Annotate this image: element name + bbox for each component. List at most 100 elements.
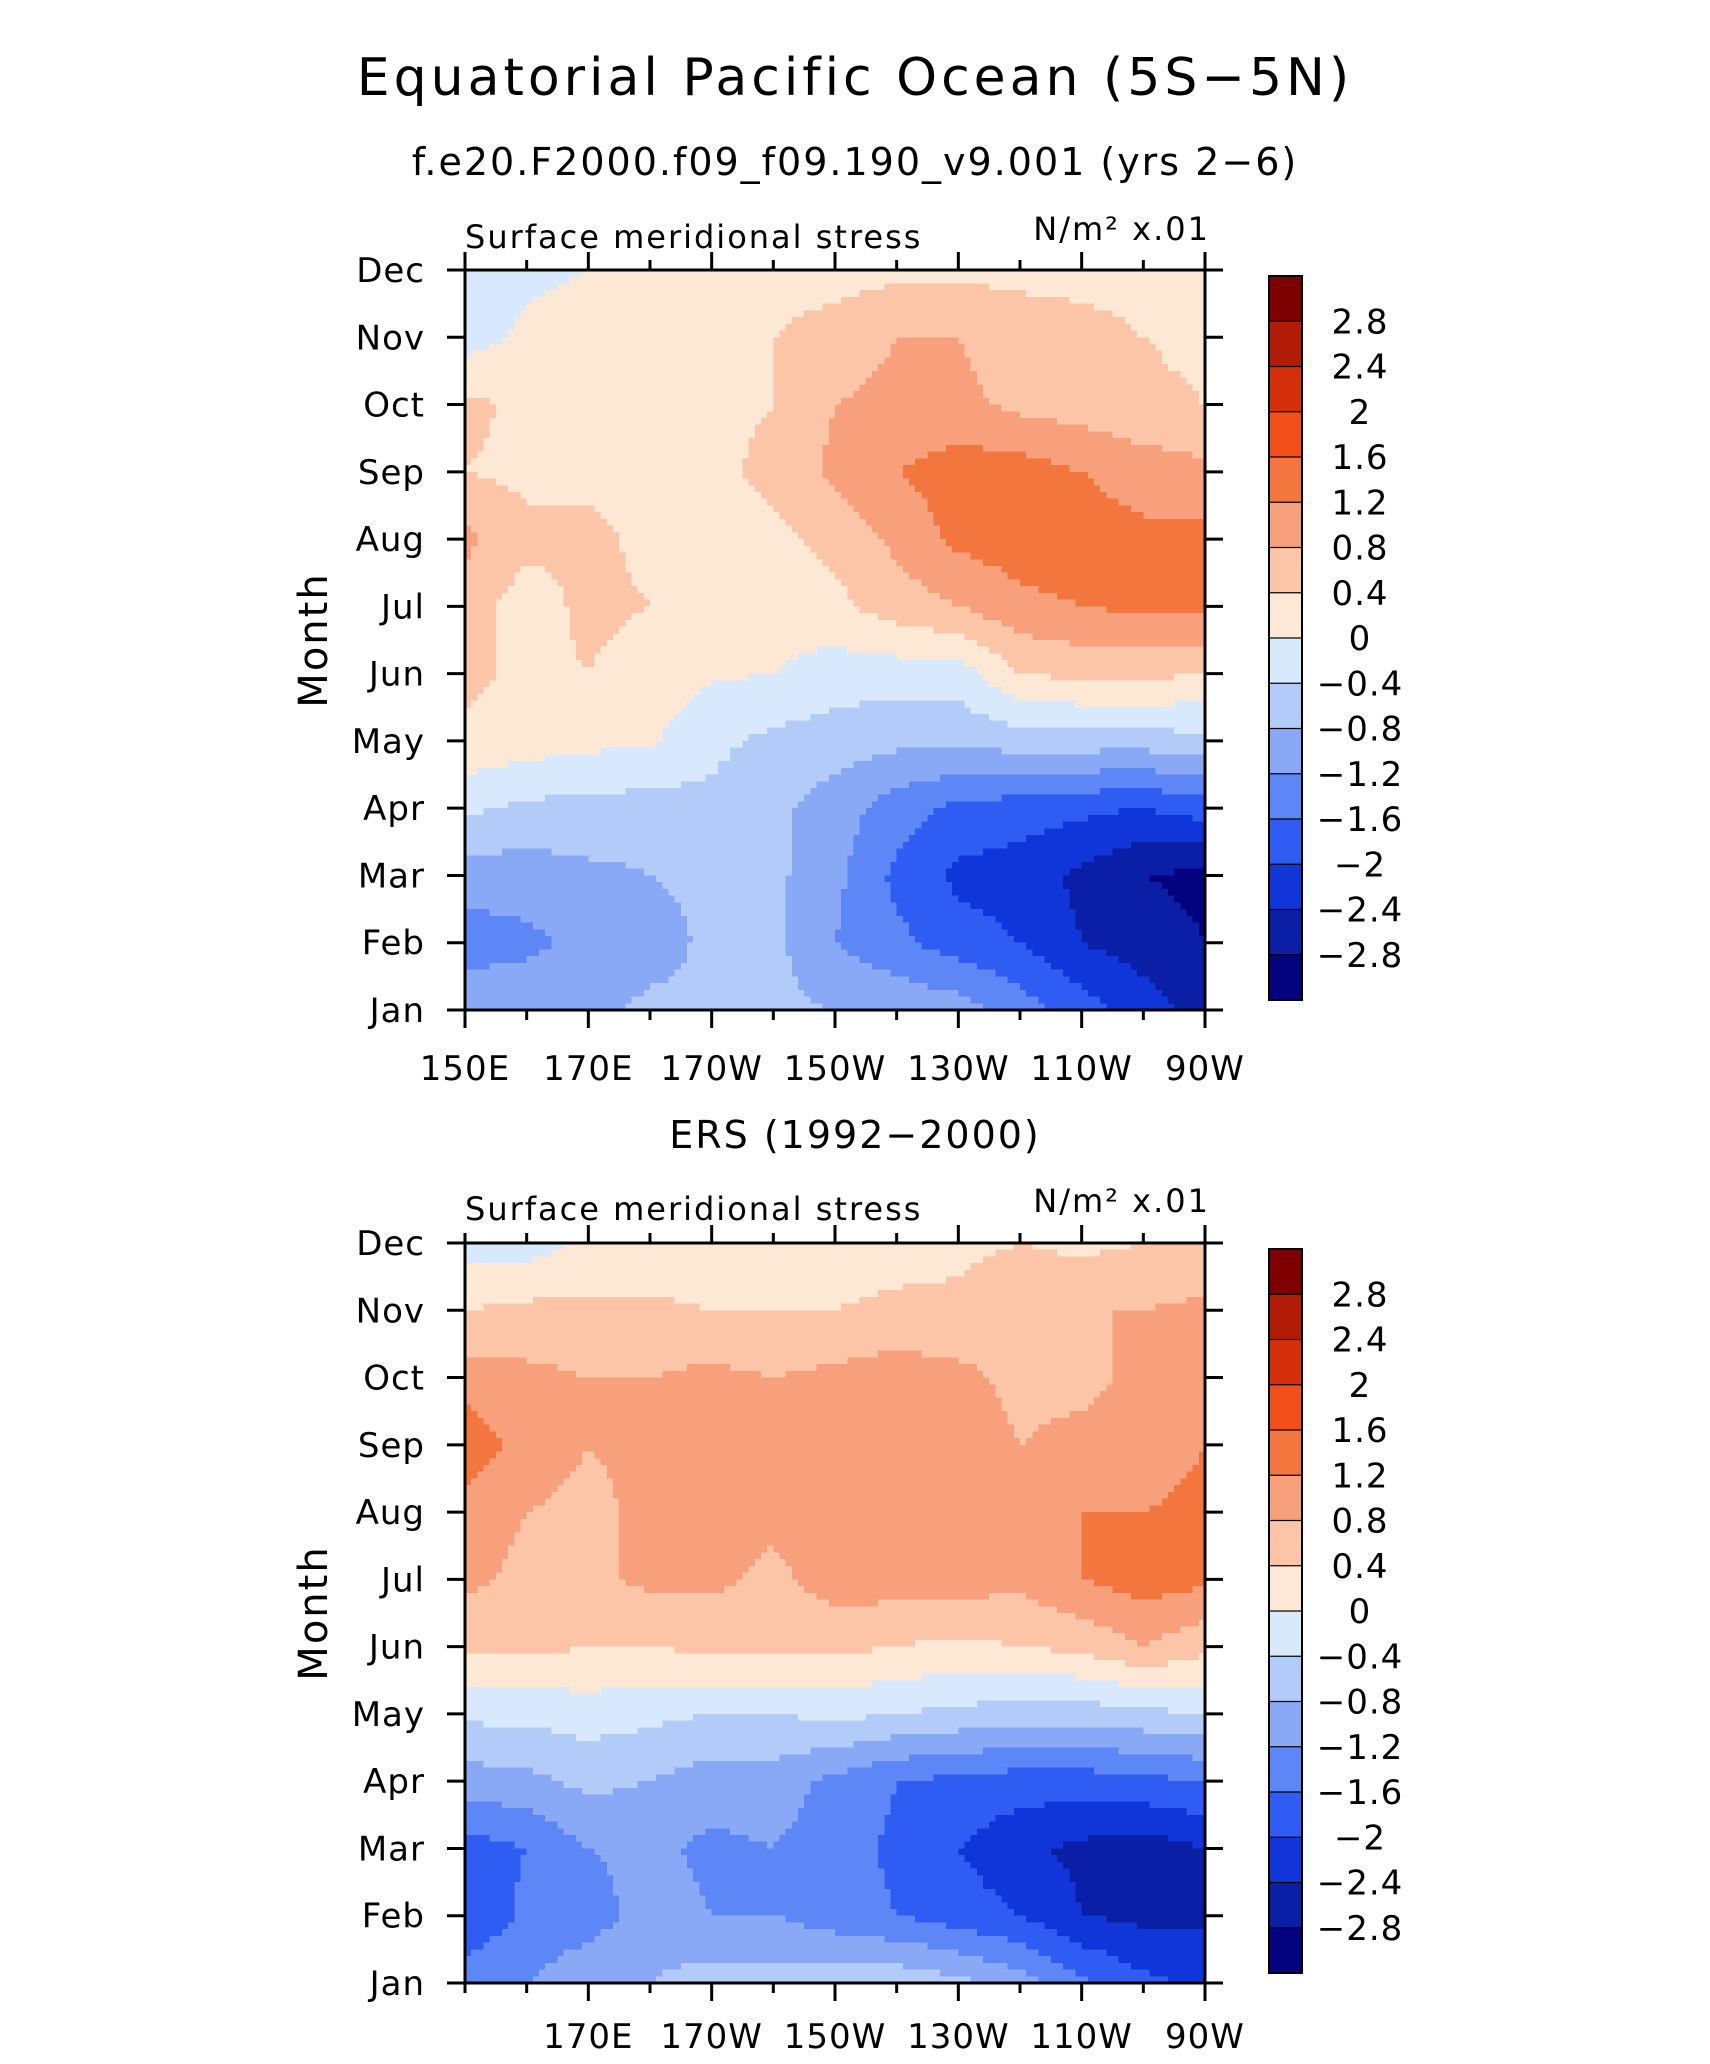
contour-cell [730,303,737,311]
contour-cell [865,296,873,305]
contour-cell [878,350,885,359]
contour-cell [939,317,947,325]
contour-cell [724,532,731,540]
contour-cell [625,418,633,426]
contour-cell [693,492,700,500]
contour-cell [1013,290,1021,298]
contour-cell [810,418,818,426]
contour-cell [964,384,972,392]
contour-cell [656,505,663,513]
contour-cell [1081,303,1089,311]
contour-cell [471,451,478,459]
contour-cell [828,303,836,311]
contour-cell [637,323,645,332]
contour-cell [964,438,972,446]
contour-cell [939,350,947,359]
contour-cell [650,518,657,527]
contour-cell [674,525,682,533]
contour-cell [791,344,799,352]
contour-cell [859,337,867,345]
contour-cell [1044,323,1052,332]
contour-cell [748,525,756,533]
contour-cell [1007,377,1015,385]
contour-cell [495,384,503,392]
contour-cell [970,344,978,352]
contour-cell [637,270,645,278]
contour-cell [1094,350,1101,359]
contour-cell [495,492,503,500]
contour-cell [594,478,602,486]
contour-cell [557,424,565,433]
contour-cell [822,444,830,453]
contour-cell [502,317,509,325]
contour-cell [1044,276,1052,285]
contour-cell [1032,310,1040,318]
contour-cell [502,492,509,500]
contour-cell [742,283,750,291]
contour-cell [909,424,916,433]
contour-cell [816,451,824,459]
contour-cell [1124,370,1132,379]
contour-cell [631,364,639,372]
contour-cell [939,444,947,453]
contour-cell [637,444,645,453]
contour-cell [489,370,497,379]
contour-cell [773,492,781,500]
contour-cell [526,377,534,385]
contour-cell [896,283,904,291]
contour-cell [1032,518,1040,527]
contour-cell [909,545,916,554]
contour-cell [1013,357,1021,365]
contour-cell [1198,465,1206,473]
contour-cell [872,518,879,527]
contour-cell [933,404,941,412]
contour-cell [495,478,503,486]
contour-cell [600,323,608,332]
contour-cell [600,317,608,325]
contour-cell [1044,310,1052,318]
contour-cell [939,525,947,533]
contour-cell [958,317,966,325]
contour-cell [964,444,972,453]
contour-cell [724,478,731,486]
contour-cell [1118,438,1126,446]
contour-cell [964,431,972,439]
contour-cell [742,512,750,520]
contour-cell [576,397,583,406]
contour-cell [1013,539,1021,547]
contour-cell [748,377,756,385]
contour-cell [939,458,947,466]
contour-cell [989,532,996,540]
contour-cell [619,310,626,318]
contour-cell [483,310,491,318]
contour-cell [976,505,984,513]
contour-cell [483,330,491,338]
contour-cell [631,370,639,379]
contour-cell [514,411,522,419]
contour-cell [613,545,620,554]
contour-cell [1069,357,1077,365]
contour-cell [687,512,694,520]
contour-cell [785,404,793,412]
contour-cell [878,465,885,473]
contour-cell [539,350,546,359]
contour-cell [915,350,922,359]
contour-cell [742,498,750,507]
contour-cell [1106,539,1114,547]
contour-cell [625,377,633,385]
contour-cell [761,532,768,540]
contour-cell [1038,397,1046,406]
contour-cell [761,350,768,359]
contour-cell [1050,310,1058,318]
contour-cell [576,404,583,412]
contour-cell [520,418,528,426]
contour-cell [1137,438,1144,446]
contour-cell [822,545,830,554]
contour-cell [1174,296,1181,305]
contour-cell [582,451,589,459]
contour-cell [674,444,682,453]
contour-cell [489,283,497,291]
contour-cell [976,350,984,359]
contour-cell [687,317,694,325]
contour-cell [520,532,528,540]
